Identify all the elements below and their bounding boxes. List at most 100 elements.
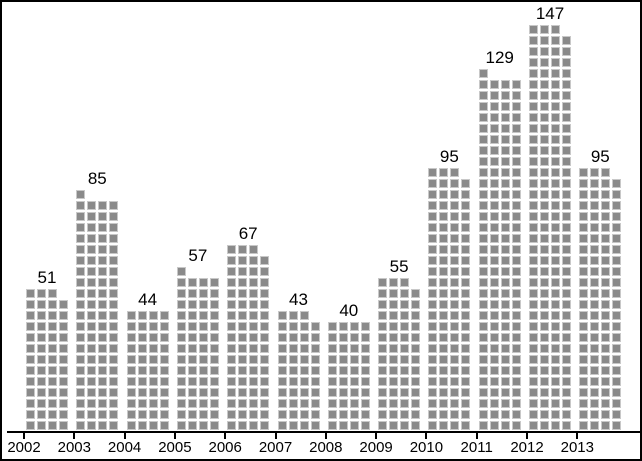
waffle-square	[260, 355, 270, 364]
waffle-square	[76, 421, 86, 430]
waffle-square	[148, 366, 158, 375]
waffle-square	[601, 300, 611, 309]
waffle-square	[450, 388, 460, 397]
waffle-square	[562, 300, 571, 309]
waffle-square	[299, 377, 309, 386]
waffle-square	[48, 344, 57, 353]
waffle-square	[227, 421, 237, 430]
waffle-square	[187, 399, 197, 408]
bar-row	[478, 421, 521, 430]
waffle-square	[439, 179, 449, 188]
waffle-square	[327, 333, 337, 342]
waffle-square	[540, 256, 549, 265]
axis-tick-label-2013: 2013	[560, 439, 594, 456]
waffle-square	[227, 410, 237, 419]
waffle-square	[540, 344, 549, 353]
bar-row	[428, 168, 470, 177]
waffle-square	[551, 399, 560, 408]
waffle-square	[540, 91, 549, 100]
waffle-square	[540, 179, 549, 188]
waffle-square	[540, 278, 549, 287]
bar-row	[529, 47, 571, 56]
waffle-square	[540, 146, 549, 155]
waffle-square	[260, 399, 270, 408]
waffle-square	[612, 322, 622, 331]
waffle-square	[601, 377, 611, 386]
waffle-square	[288, 410, 298, 419]
bar-row	[176, 300, 219, 309]
bar-row	[428, 421, 471, 430]
waffle-square	[562, 421, 571, 430]
bar-row	[478, 377, 521, 386]
waffle-square	[612, 212, 622, 221]
waffle-square	[601, 410, 611, 419]
waffle-square	[98, 311, 108, 320]
waffle-square	[450, 190, 460, 199]
waffle-square	[26, 355, 35, 364]
waffle-square	[540, 157, 549, 166]
waffle-square	[540, 300, 549, 309]
waffle-square	[551, 113, 560, 122]
waffle-square	[209, 289, 219, 298]
bar-row	[529, 135, 571, 144]
bar-row	[227, 421, 270, 430]
waffle-square	[500, 421, 510, 430]
bar-row	[579, 245, 622, 254]
waffle-square	[489, 212, 499, 221]
waffle-square	[400, 311, 410, 320]
waffle-square	[400, 366, 410, 375]
waffle-square	[551, 300, 560, 309]
bar-value-label-2003: 85	[87, 169, 107, 188]
waffle-square	[428, 267, 438, 276]
waffle-square	[187, 278, 197, 287]
waffle-square	[540, 388, 549, 397]
waffle-square	[378, 311, 388, 320]
axis-tick-2012	[526, 431, 528, 439]
bar-row	[428, 278, 471, 287]
waffle-square	[378, 399, 388, 408]
waffle-square	[310, 333, 320, 342]
waffle-square	[176, 355, 186, 364]
waffle-square	[489, 421, 499, 430]
waffle-square	[360, 344, 370, 353]
waffle-square	[260, 377, 270, 386]
bar-row	[529, 146, 571, 155]
waffle-square	[378, 355, 388, 364]
bar-row	[76, 421, 119, 430]
waffle-square	[529, 135, 538, 144]
waffle-square	[299, 344, 309, 353]
waffle-square	[227, 256, 237, 265]
waffle-square	[249, 366, 259, 375]
waffle-square	[540, 102, 549, 111]
bar-row	[529, 36, 571, 45]
bar-row	[579, 223, 622, 232]
waffle-square	[489, 234, 499, 243]
waffle-square	[238, 399, 248, 408]
waffle-square	[461, 311, 471, 320]
waffle-square	[551, 355, 560, 364]
waffle-square	[249, 256, 259, 265]
waffle-square	[562, 36, 571, 45]
waffle-square	[87, 333, 97, 342]
bar-row	[76, 355, 119, 364]
bar-row	[579, 267, 622, 276]
waffle-square	[176, 311, 186, 320]
waffle-square	[176, 267, 186, 276]
waffle-square	[400, 300, 410, 309]
bar-row	[428, 256, 471, 265]
waffle-square	[209, 399, 219, 408]
bar-row	[76, 388, 119, 397]
bar-row	[478, 366, 521, 375]
waffle-square	[562, 377, 571, 386]
waffle-square	[489, 168, 499, 177]
waffle-square	[450, 278, 460, 287]
waffle-square	[540, 113, 549, 122]
waffle-square	[109, 234, 119, 243]
waffle-square	[209, 322, 219, 331]
waffle-square	[428, 168, 438, 177]
waffle-square	[500, 289, 510, 298]
waffle-square	[529, 80, 538, 89]
waffle-square	[500, 278, 510, 287]
waffle-square	[540, 223, 549, 232]
bar-row	[378, 311, 421, 320]
